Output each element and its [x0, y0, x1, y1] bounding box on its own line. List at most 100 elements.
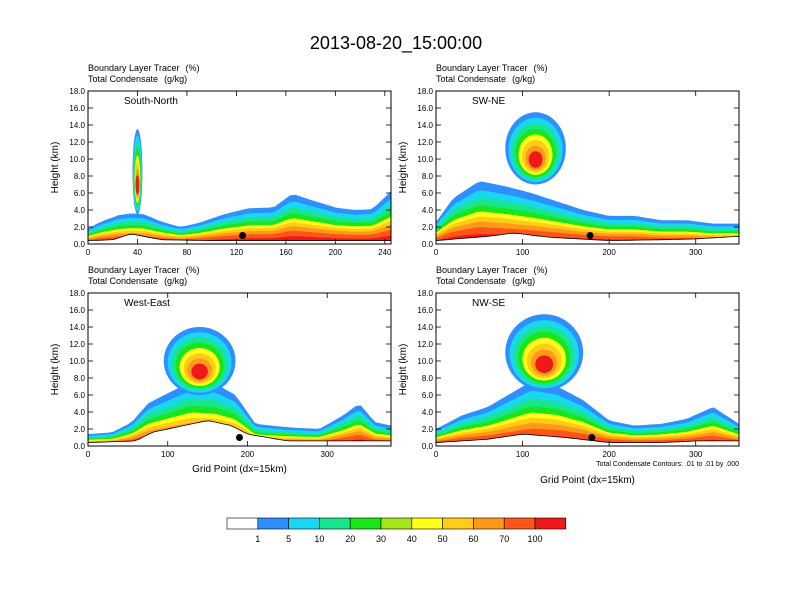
y-tick-label: 18.0: [417, 289, 433, 298]
tracer-plume: [528, 151, 543, 168]
x-tick-label: 160: [279, 248, 293, 257]
y-tick-label: 2.0: [422, 223, 434, 232]
contour-field-name: Total Condensate: [436, 74, 506, 84]
terrain: [88, 420, 391, 446]
colorbar-label: 50: [438, 534, 448, 544]
colorbar-label: 100: [527, 534, 542, 544]
y-tick-label: 12.0: [417, 340, 433, 349]
plot-frame: [87, 90, 392, 245]
colorbar-swatch: [380, 517, 413, 530]
plot-frame: [435, 292, 740, 447]
contour-field-label: Total Condensate (g/kg): [88, 74, 187, 84]
contour-field-name: Total Condensate: [436, 276, 506, 286]
fill-field-units: (%): [534, 63, 548, 73]
plot-area: [436, 293, 739, 446]
y-tick-label: 4.0: [422, 206, 434, 215]
x-axis-label: Grid Point (dx=15km): [192, 464, 287, 475]
y-tick-label: 16.0: [417, 306, 433, 315]
colorbar-swatch: [226, 517, 259, 530]
y-tick-label: 0.0: [422, 240, 434, 249]
y-tick-label: 8.0: [422, 172, 434, 181]
fill-field-units: (%): [186, 265, 200, 275]
y-tick-label: 8.0: [74, 172, 86, 181]
x-tick-label: 80: [182, 248, 191, 257]
fill-field-label: Boundary Layer Tracer (%): [436, 63, 548, 73]
plot-area: [88, 293, 391, 446]
contour-field-units: (g/kg): [512, 276, 535, 286]
contour-field-name: Total Condensate: [88, 74, 158, 84]
y-tick-label: 0.0: [422, 442, 434, 451]
y-tick-label: 14.0: [69, 121, 85, 130]
colorbar-swatch: [442, 517, 474, 530]
y-tick-label: 2.0: [74, 223, 86, 232]
colorbar-label: 20: [345, 534, 355, 544]
y-tick-label: 6.0: [74, 391, 86, 400]
x-tick-label: 40: [133, 248, 142, 257]
colorbar-label: 10: [314, 534, 324, 544]
x-tick-label: 0: [434, 450, 439, 459]
x-tick-label: 0: [86, 450, 91, 459]
location-marker: [588, 434, 596, 441]
contour-field-units: (g/kg): [164, 276, 187, 286]
tracer-plume: [191, 363, 208, 380]
y-tick-label: 10.0: [69, 357, 85, 366]
y-tick-label: 0.0: [74, 240, 86, 249]
panel-2: 0.0 2.0 4.0 6.0 8.0 10.0 12.0 14.0 16.0 18.0 0 100 2…: [398, 63, 740, 257]
x-tick-label: 100: [161, 450, 175, 459]
colorbar-label: 60: [468, 534, 478, 544]
y-tick-label: 10.0: [417, 357, 433, 366]
y-tick-label: 14.0: [417, 323, 433, 332]
y-tick-label: 16.0: [417, 104, 433, 113]
colorbar-swatch: [473, 517, 505, 530]
colorbar-label: 5: [286, 534, 291, 544]
y-tick-label: 18.0: [417, 87, 433, 96]
colorbar-swatch: [319, 517, 351, 530]
fill-field-name: Boundary Layer Tracer: [88, 63, 180, 73]
y-tick-label: 6.0: [422, 391, 434, 400]
x-tick-label: 120: [230, 248, 244, 257]
colorbar: 1 5 10 20 30 40 50 60 70 100: [226, 517, 567, 544]
cross-section-label: SW-NE: [472, 96, 505, 107]
location-marker: [236, 434, 243, 441]
panels: 0.0 2.0 4.0 6.0 8.0 10.0 12.0 14.0 16.0 18.0 0 40 80…: [50, 63, 740, 486]
contour-field-label: Total Condensate (g/kg): [436, 276, 535, 286]
x-axis-label: Grid Point (dx=15km): [540, 475, 635, 486]
contour-field-units: (g/kg): [512, 74, 535, 84]
contour-field-label: Total Condensate (g/kg): [436, 74, 535, 84]
cross-section-label: NW-SE: [472, 298, 505, 309]
x-tick-label: 300: [689, 248, 703, 257]
cross-section-label: West-East: [124, 298, 170, 309]
location-marker: [239, 232, 247, 239]
colorbar-label: 1: [255, 534, 260, 544]
panel-4: 0.0 2.0 4.0 6.0 8.0 10.0 12.0 14.0 16.0 18.0 0 100 2…: [398, 265, 740, 486]
terrain: [436, 232, 739, 244]
x-tick-label: 200: [329, 248, 343, 257]
contour-footnote: Total Condensate Contours: .01 to .01 by…: [596, 461, 739, 468]
y-tick-label: 8.0: [74, 374, 86, 383]
y-tick-label: 14.0: [417, 121, 433, 130]
colorbar-swatch: [411, 517, 443, 530]
x-tick-label: 240: [378, 248, 392, 257]
x-tick-label: 200: [602, 450, 616, 459]
y-tick-label: 18.0: [69, 87, 85, 96]
colorbar-label: 30: [376, 534, 386, 544]
terrain: [88, 233, 391, 244]
y-tick-label: 2.0: [74, 425, 86, 434]
tracer-plume: [535, 355, 554, 374]
contour-field-label: Total Condensate (g/kg): [88, 276, 187, 286]
cross-section-label: South-North: [124, 96, 178, 107]
x-tick-label: 0: [434, 248, 439, 257]
colorbar-swatch: [288, 517, 320, 530]
colorbar-label: 40: [407, 534, 417, 544]
y-axis-label: Height (km): [398, 142, 409, 194]
y-tick-label: 4.0: [422, 408, 434, 417]
x-tick-label: 100: [516, 450, 530, 459]
y-axis-label: Height (km): [50, 142, 61, 194]
y-tick-label: 12.0: [69, 340, 85, 349]
y-tick-label: 12.0: [69, 138, 85, 147]
x-tick-label: 100: [516, 248, 530, 257]
figure-title: 2013-08-20_15:00:00: [310, 33, 482, 54]
tracer-plume: [135, 175, 140, 195]
fill-field-units: (%): [534, 265, 548, 275]
